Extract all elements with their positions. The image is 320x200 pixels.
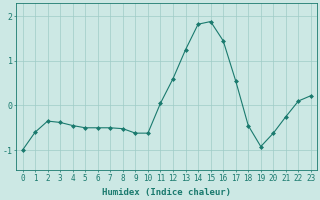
X-axis label: Humidex (Indice chaleur): Humidex (Indice chaleur) (102, 188, 231, 197)
